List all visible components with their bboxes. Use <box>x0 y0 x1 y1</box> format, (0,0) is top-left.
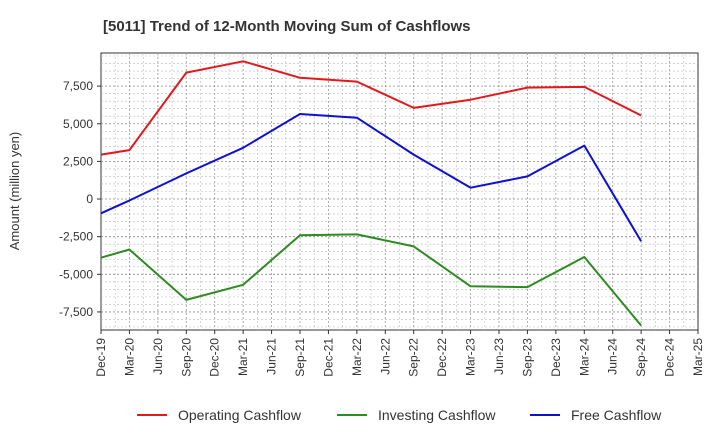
x-tick-label: Sep-21 <box>293 338 307 377</box>
y-tick-label: -5,000 <box>59 267 93 281</box>
x-tick-label: Dec-24 <box>663 338 677 377</box>
y-tick-label: 0 <box>86 192 93 206</box>
x-tick-label: Mar-21 <box>236 338 250 376</box>
x-tick-label: Dec-20 <box>208 338 222 377</box>
x-tick-label: Mar-22 <box>350 338 364 376</box>
y-tick-label: -7,500 <box>59 305 93 319</box>
free-cashflow-line <box>100 113 642 242</box>
chart-title: [5011] Trend of 12-Month Moving Sum of C… <box>103 18 471 35</box>
x-tick-label: Sep-24 <box>634 338 648 377</box>
x-tick-label: Jun-24 <box>606 338 620 375</box>
x-tick-label: Dec-22 <box>435 338 449 377</box>
x-tick-label: Sep-22 <box>407 338 421 377</box>
x-tick-label: Sep-23 <box>520 338 534 377</box>
legend-label-operating-cashflow: Operating Cashflow <box>178 407 302 423</box>
y-tick-label: 7,500 <box>63 79 93 93</box>
x-tick-label: Mar-24 <box>577 338 591 376</box>
x-tick-label: Mar-23 <box>464 338 478 376</box>
x-tick-label: Jun-23 <box>492 338 506 375</box>
x-tick-label: Sep-20 <box>179 338 193 377</box>
x-tick-label: Mar-20 <box>122 338 136 376</box>
series-lines <box>100 60 642 327</box>
x-tick-label: Mar-25 <box>691 338 705 376</box>
y-tick-label: -2,500 <box>59 230 93 244</box>
y-axis-ticks: -7,500 -5,000 -2,500 0 2,500 5,000 7,500 <box>59 79 101 319</box>
legend-label-free-cashflow: Free Cashflow <box>571 407 662 423</box>
operating-cashflow-line <box>100 60 642 156</box>
x-tick-label: Dec-23 <box>549 338 563 377</box>
y-axis-label: Amount (million yen) <box>7 132 22 251</box>
x-tick-label: Jun-22 <box>378 338 392 375</box>
x-tick-label: Dec-19 <box>94 338 108 377</box>
legend: Operating Cashflow Investing Cashflow Free… <box>137 407 662 423</box>
y-tick-label: 5,000 <box>63 117 93 131</box>
x-tick-label: Jun-21 <box>265 338 279 375</box>
investing-cashflow-line <box>100 233 642 327</box>
y-tick-label: 2,500 <box>63 154 93 168</box>
x-tick-label: Jun-20 <box>151 338 165 375</box>
legend-label-investing-cashflow: Investing Cashflow <box>378 407 496 423</box>
x-tick-label: Dec-21 <box>321 338 335 377</box>
grid <box>101 53 698 330</box>
x-axis-ticks: Dec-19 Mar-20 Jun-20 Sep-20 Dec-20 Mar-21 Jun-… <box>94 330 705 377</box>
